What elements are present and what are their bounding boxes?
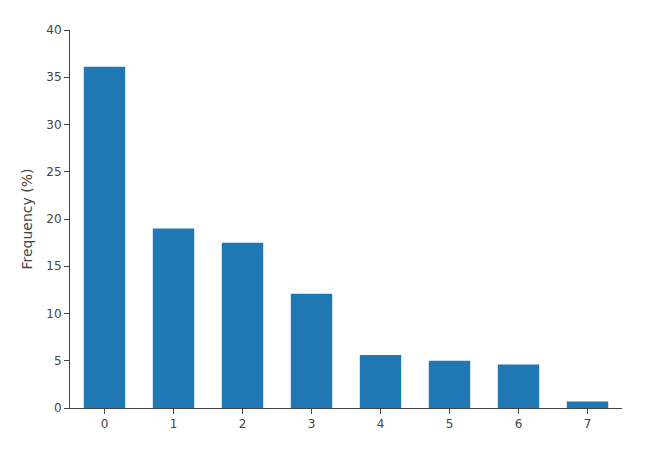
svg-text:2: 2	[239, 417, 247, 431]
svg-text:1: 1	[170, 417, 178, 431]
svg-text:7: 7	[584, 417, 592, 431]
svg-text:15: 15	[46, 259, 61, 273]
svg-text:0: 0	[101, 417, 109, 431]
svg-text:5: 5	[54, 354, 62, 368]
svg-text:30: 30	[46, 118, 61, 132]
svg-text:0: 0	[54, 401, 62, 415]
svg-text:Frequency (%): Frequency (%)	[19, 168, 35, 269]
svg-text:20: 20	[46, 212, 61, 226]
svg-text:10: 10	[46, 307, 61, 321]
svg-text:3: 3	[308, 417, 316, 431]
svg-text:6: 6	[515, 417, 523, 431]
svg-text:40: 40	[46, 23, 61, 37]
svg-text:35: 35	[46, 70, 61, 84]
svg-text:4: 4	[377, 417, 385, 431]
svg-text:5: 5	[446, 417, 454, 431]
svg-text:25: 25	[46, 165, 61, 179]
